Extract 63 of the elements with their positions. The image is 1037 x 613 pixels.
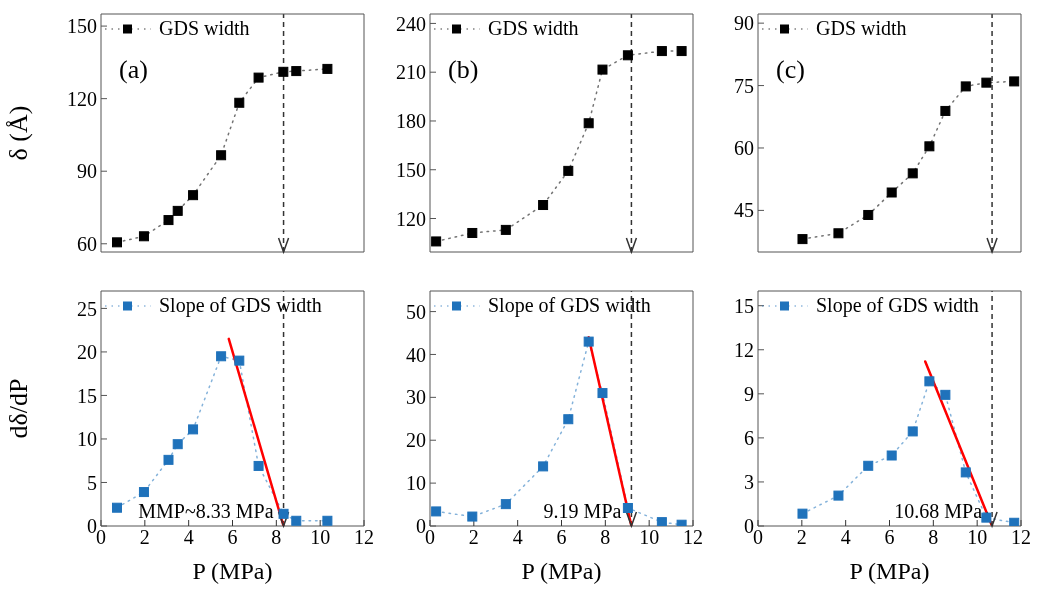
annotation: MMP~8.33 MPa <box>138 500 274 522</box>
y-tick-label: 15 <box>734 294 754 317</box>
y-tick-label: 210 <box>396 61 426 84</box>
x-tick-label: 8 <box>600 526 611 549</box>
y-axis-title: δ (Å) <box>4 105 34 161</box>
y-tick-label: 90 <box>734 12 754 35</box>
legend-label: Slope of GDS width <box>816 294 979 317</box>
x-tick-label: 10 <box>310 526 331 549</box>
y-axis-title: dδ/dP <box>4 378 34 439</box>
y-tick-label: 40 <box>406 343 426 366</box>
y-tick-label: 20 <box>406 429 426 452</box>
x-axis-title: P (MPa) <box>192 558 273 584</box>
x-axis-title: P (MPa) <box>849 558 930 584</box>
legend-label: GDS width <box>488 17 579 40</box>
legend-label: Slope of GDS width <box>488 294 651 317</box>
y-tick-label: 3 <box>744 471 754 494</box>
annotation: 9.19 MPa <box>543 500 622 522</box>
x-tick-label: 10 <box>967 526 988 549</box>
x-tick-label: 12 <box>683 526 703 549</box>
x-tick-label: 8 <box>271 526 282 549</box>
x-tick-label: 2 <box>139 526 150 549</box>
annotation: (b) <box>448 55 479 85</box>
y-tick-label: 120 <box>396 207 426 230</box>
y-tick-label: 60 <box>77 232 97 255</box>
y-tick-label: 180 <box>396 110 426 133</box>
annotation: (a) <box>119 55 148 85</box>
y-tick-label: 5 <box>87 471 97 494</box>
y-tick-label: 150 <box>67 15 97 38</box>
legend-label: Slope of GDS width <box>159 294 322 317</box>
y-tick-label: 12 <box>734 338 754 361</box>
x-tick-label: 12 <box>354 526 374 549</box>
y-tick-label: 25 <box>77 297 97 320</box>
annotation: 10.68 MPa <box>894 500 983 522</box>
x-axis-title: P (MPa) <box>521 558 602 584</box>
x-tick-label: 6 <box>556 526 567 549</box>
y-tick-label: 9 <box>744 382 754 405</box>
legend-label: GDS width <box>159 17 250 40</box>
y-tick-label: 120 <box>67 87 97 110</box>
y-tick-label: 240 <box>396 12 426 35</box>
x-tick-label: 6 <box>227 526 238 549</box>
y-tick-label: 150 <box>396 158 426 181</box>
y-tick-label: 45 <box>734 199 754 222</box>
x-tick-label: 4 <box>512 526 523 549</box>
y-tick-label: 10 <box>406 472 426 495</box>
y-tick-label: 20 <box>77 341 97 364</box>
y-tick-label: 90 <box>77 160 97 183</box>
x-tick-label: 4 <box>840 526 851 549</box>
annotation: (c) <box>776 55 805 85</box>
y-tick-label: 50 <box>406 300 426 323</box>
x-tick-label: 8 <box>928 526 939 549</box>
y-tick-label: 6 <box>744 426 754 449</box>
y-tick-label: 75 <box>734 74 754 97</box>
y-tick-label: 10 <box>77 428 97 451</box>
x-tick-label: 2 <box>468 526 479 549</box>
x-tick-label: 12 <box>1011 526 1031 549</box>
x-tick-label: 10 <box>639 526 660 549</box>
y-tick-label: 15 <box>77 384 97 407</box>
y-tick-label: 60 <box>734 137 754 160</box>
x-tick-label: 2 <box>796 526 807 549</box>
y-tick-label: 30 <box>406 386 426 409</box>
x-tick-label: 6 <box>884 526 895 549</box>
legend-label: GDS width <box>816 17 907 40</box>
x-tick-label: 4 <box>183 526 194 549</box>
